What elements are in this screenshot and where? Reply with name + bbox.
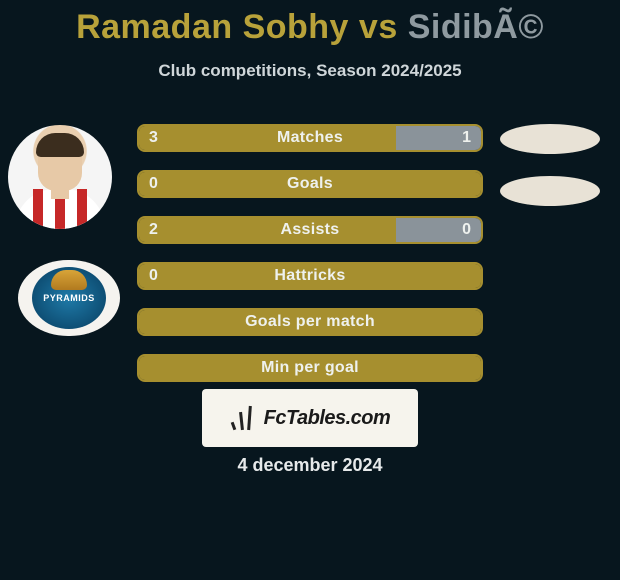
player1-name: Ramadan Sobhy	[76, 8, 349, 46]
stat-row: 20Assists	[137, 216, 483, 244]
stat-row: Goals per match	[137, 308, 483, 336]
player2-avatar-placeholder	[500, 124, 600, 154]
source-logo-text: FcTables.com	[264, 407, 391, 430]
club-badge-label: PYRAMIDS	[43, 293, 95, 303]
stat-row: 0Goals	[137, 170, 483, 198]
stat-label: Assists	[139, 218, 481, 242]
stat-label: Matches	[139, 126, 481, 150]
stat-label: Hattricks	[139, 264, 481, 288]
stats-bars: 31Matches 0Goals 20Assists 0Hattricks Goals …	[137, 124, 483, 400]
fctables-icon	[230, 406, 258, 430]
source-logo: FcTables.com	[202, 389, 418, 447]
stat-row: 31Matches	[137, 124, 483, 152]
vs-label: vs	[359, 8, 398, 46]
comparison-card: Ramadan Sobhy vs SidibÃ© Club competitio…	[0, 0, 620, 580]
subtitle: Club competitions, Season 2024/2025	[0, 61, 620, 81]
stat-label: Goals per match	[139, 310, 481, 334]
player1-avatar	[8, 125, 112, 229]
stat-row: 0Hattricks	[137, 262, 483, 290]
stat-row: Min per goal	[137, 354, 483, 382]
stat-label: Goals	[139, 172, 481, 196]
stat-label: Min per goal	[139, 356, 481, 380]
player2-name: SidibÃ©	[408, 8, 544, 46]
player1-club-badge: PYRAMIDS	[18, 260, 120, 336]
date-label: 4 december 2024	[0, 455, 620, 476]
player2-club-placeholder	[500, 176, 600, 206]
page-title: Ramadan Sobhy vs SidibÃ©	[0, 0, 620, 47]
